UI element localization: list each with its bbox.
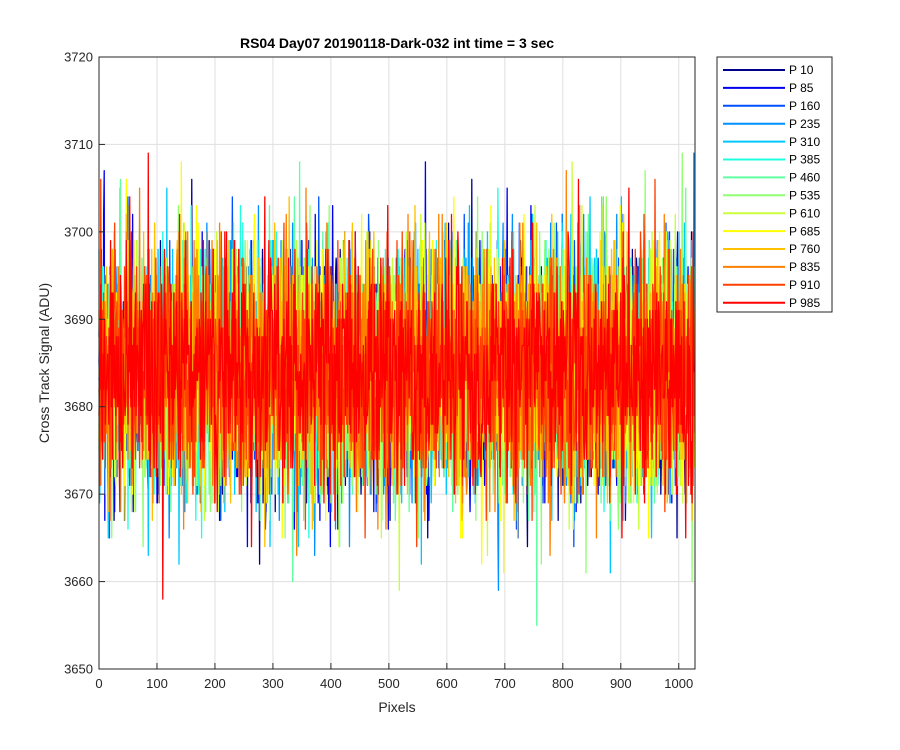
y-tick-label: 3710 — [64, 137, 93, 152]
x-tick-label: 600 — [436, 676, 458, 691]
x-axis: 0 100 200 300 400 500 600 700 800 900 1000 — [95, 663, 693, 691]
y-tick-label: 3650 — [64, 662, 93, 677]
y-axis-label: Cross Track Signal (ADU) — [36, 283, 52, 443]
y-tick-label: 3670 — [64, 487, 93, 502]
series-line-p-985 — [98, 152, 696, 600]
x-tick-label: 0 — [95, 676, 102, 691]
legend-label: P 685 — [789, 224, 820, 238]
x-tick-label: 300 — [262, 676, 284, 691]
x-tick-label: 900 — [610, 676, 632, 691]
chart-title: RS04 Day07 20190118-Dark-032 int time = … — [240, 35, 554, 51]
y-tick-label: 3680 — [64, 399, 93, 414]
x-tick-label: 800 — [552, 676, 574, 691]
y-axis: 3650 3660 3670 3680 3690 3700 3710 3720 — [64, 50, 105, 677]
y-tick-label: 3690 — [64, 312, 93, 327]
y-tick-label: 3660 — [64, 574, 93, 589]
x-tick-label: 700 — [494, 676, 516, 691]
x-axis-label: Pixels — [378, 699, 415, 715]
legend-label: P 385 — [789, 153, 820, 167]
legend-label: P 310 — [789, 135, 820, 149]
x-tick-label: 400 — [320, 676, 342, 691]
plot-frame — [98, 56, 696, 670]
legend: P 10 P 85 P 160 P 235 P 310 P 385 P 460 P 535 P … — [716, 56, 833, 313]
y-tick-label: 3700 — [64, 224, 93, 239]
y-tick-label: 3720 — [64, 50, 93, 65]
legend-box — [716, 56, 833, 313]
legend-label: P 235 — [789, 117, 820, 131]
legend-label: P 160 — [789, 99, 820, 113]
legend-label: P 835 — [789, 260, 820, 274]
legend-label: P 85 — [789, 81, 814, 95]
x-tick-label: 100 — [146, 676, 168, 691]
x-tick-label: 200 — [204, 676, 226, 691]
legend-label: P 910 — [789, 278, 820, 292]
x-tick-label: 500 — [378, 676, 400, 691]
legend-label: P 460 — [789, 171, 820, 185]
legend-label: P 985 — [789, 296, 820, 310]
series-layer — [98, 152, 696, 626]
x-tick-label: 1000 — [664, 676, 693, 691]
legend-label: P 760 — [789, 242, 820, 256]
legend-label: P 10 — [789, 63, 814, 77]
legend-label: P 535 — [789, 189, 820, 203]
legend-label: P 610 — [789, 206, 820, 220]
